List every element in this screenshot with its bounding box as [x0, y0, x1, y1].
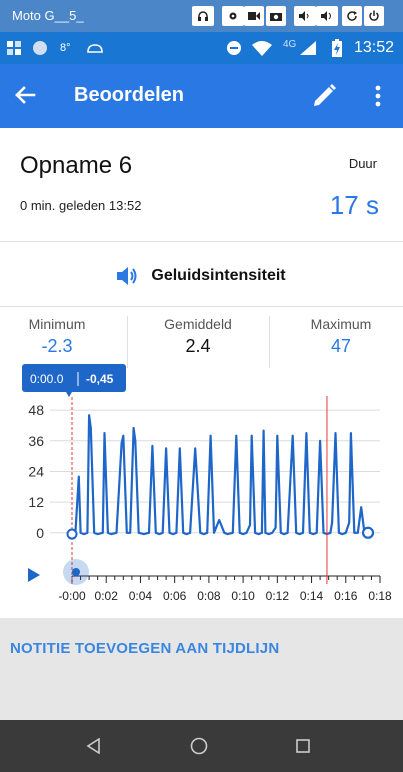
stat-average-value: 2.4 — [185, 336, 211, 356]
stat-average-label: Gemiddeld — [164, 316, 232, 332]
divider — [0, 241, 403, 242]
y-tick-label: 36 — [28, 433, 44, 449]
video-icon[interactable] — [244, 6, 264, 26]
recording-title: Opname 6 — [20, 152, 133, 179]
y-tick-label: 48 — [28, 402, 44, 418]
stat-maximum-value: 47 — [330, 336, 352, 356]
stat-maximum: Maximum 47 — [281, 316, 401, 357]
edit-pencil-icon[interactable] — [310, 82, 338, 110]
temperature: 8° — [60, 42, 71, 54]
home-nav-icon[interactable] — [190, 737, 208, 755]
x-tick-label: 0:10 — [231, 589, 255, 603]
stat-minimum-label: Minimum — [28, 316, 86, 332]
volume-down-icon[interactable] — [294, 6, 316, 26]
circle-icon — [33, 41, 47, 55]
y-axis-ticks: 0 12 24 36 48 — [28, 402, 44, 541]
divider — [127, 316, 128, 368]
wifi-icon — [252, 41, 272, 56]
duration-value: 17 s — [329, 190, 379, 220]
rotate-icon[interactable] — [342, 6, 362, 26]
network-type: 4G — [283, 39, 297, 50]
volume-up-icon[interactable] — [316, 6, 338, 26]
duration-label: Duur — [348, 156, 377, 171]
x-tick-label: 0:14 — [300, 589, 324, 603]
x-tick-label: 0:02 — [95, 589, 119, 603]
section-header: Geluidsintensiteit — [0, 262, 403, 290]
recents-nav-icon[interactable] — [295, 738, 311, 754]
x-tick-label: 0:16 — [334, 589, 358, 603]
navigation-bar — [0, 720, 403, 772]
x-tick-label: 0:18 — [368, 589, 392, 603]
playhead-point — [66, 528, 78, 540]
divider — [269, 316, 270, 368]
x-tick-label: -0:00 — [58, 589, 86, 603]
x-tick-label: 0:08 — [197, 589, 221, 603]
recording-timestamp: 0 min. geleden 13:52 — [20, 198, 142, 213]
app-grid-icon — [7, 41, 21, 55]
chart-grid — [50, 409, 380, 534]
back-nav-icon[interactable] — [86, 738, 102, 754]
power-icon[interactable] — [364, 6, 384, 26]
camera-icon[interactable] — [266, 6, 286, 26]
add-note-to-timeline-link[interactable]: NOTITIE TOEVOEGEN AAN TIJDLIJN — [10, 640, 280, 657]
x-axis: -0:00 0:02 0:04 0:06 0:08 0:10 0:12 0:14 0:16 0:1… — [58, 575, 392, 603]
gear-icon[interactable] — [222, 6, 244, 26]
emulator-toolbar: Moto G__5_ — [0, 0, 403, 32]
more-options-icon[interactable] — [368, 82, 388, 110]
scrubber-dot — [72, 568, 80, 576]
value-tooltip: 0:00.0 -0,45 — [22, 364, 126, 397]
y-tick-label: 12 — [28, 494, 44, 510]
series-line — [71, 414, 369, 536]
app-bar: Beoordelen — [0, 64, 403, 128]
y-tick-label: 0 — [36, 525, 44, 541]
do-not-disturb-icon — [227, 41, 241, 55]
x-tick-label: 0:04 — [129, 589, 153, 603]
back-arrow-icon[interactable] — [10, 80, 40, 110]
stat-minimum: Minimum -2.3 — [0, 316, 117, 357]
battery-charging-icon — [332, 39, 342, 57]
clock: 13:52 — [354, 39, 395, 56]
page-title: Beoordelen — [74, 84, 185, 106]
stat-minimum-value: -2.3 — [41, 336, 73, 356]
device-name: Moto G__5_ — [12, 8, 84, 23]
stat-maximum-label: Maximum — [310, 316, 372, 332]
stat-average: Gemiddeld 2.4 — [138, 316, 258, 357]
section-title: Geluidsintensiteit — [151, 267, 286, 284]
y-tick-label: 24 — [28, 463, 44, 479]
speaker-icon — [117, 267, 137, 285]
x-tick-label: 0:06 — [163, 589, 187, 603]
tooltip-value: -0,45 — [86, 372, 114, 386]
play-icon[interactable] — [28, 568, 40, 582]
headset-icon[interactable] — [192, 6, 214, 26]
x-tick-label: 0:12 — [266, 589, 290, 603]
end-point — [361, 526, 375, 539]
tooltip-time: 0:00.0 — [30, 372, 64, 386]
cloud-icon — [87, 44, 103, 53]
sound-intensity-chart[interactable]: 0 12 24 36 48 -0:00 0:02 0:04 0:06 0:08 0:10 0:12 0… — [0, 360, 403, 610]
status-bar: 8° 4G 13:52 — [0, 32, 403, 64]
signal-icon — [300, 41, 316, 55]
divider — [0, 306, 403, 307]
recording-card: Opname 6 0 min. geleden 13:52 Duur 17 s … — [0, 128, 403, 618]
